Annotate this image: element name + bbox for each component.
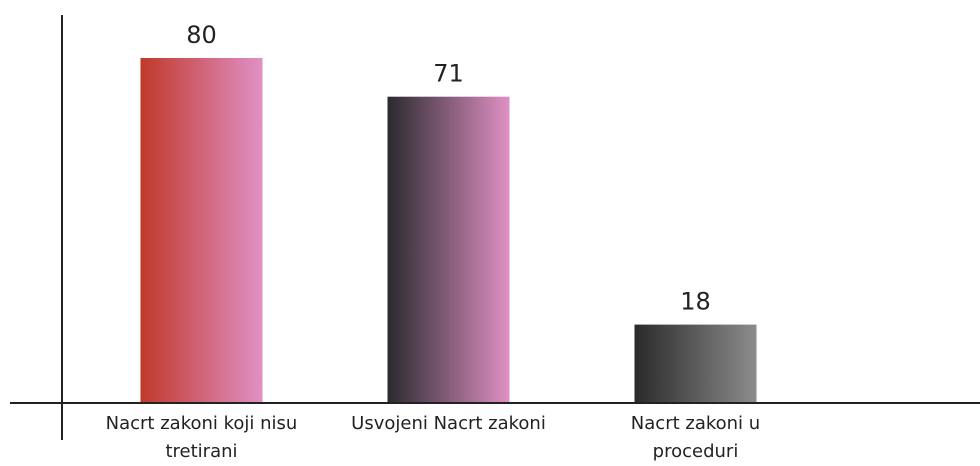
bar — [387, 96, 510, 402]
value-label: 80 — [186, 21, 217, 49]
x-tick-label: Nacrt zakoni u proceduri — [630, 413, 761, 462]
value-label: 71 — [433, 60, 464, 88]
x-tick-label: Nacrt zakoni koji nisu tretirani — [105, 413, 298, 462]
value-label: 18 — [680, 288, 711, 316]
bar — [140, 58, 263, 402]
x-tick-label: Usvojeni Nacrt zakoni — [351, 413, 546, 434]
bar — [634, 324, 757, 402]
